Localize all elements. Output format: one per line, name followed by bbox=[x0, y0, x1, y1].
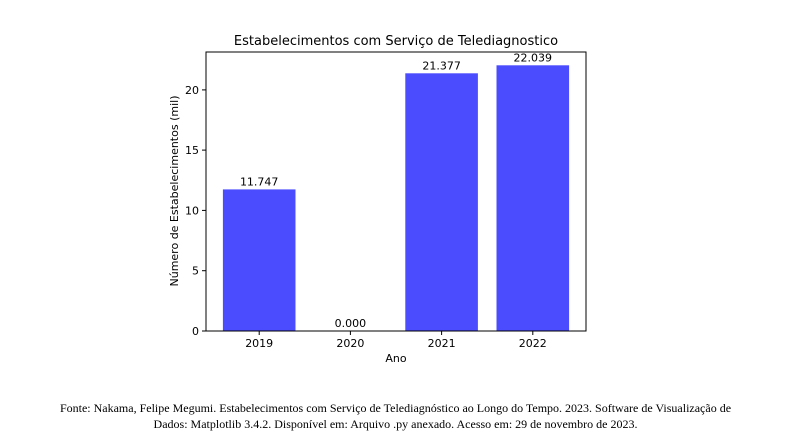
x-axis-label: Ano bbox=[385, 352, 406, 365]
y-tick-label: 5 bbox=[192, 265, 199, 278]
caption-line-1: Fonte: Nakama, Felipe Megumi. Estabeleci… bbox=[59, 401, 732, 415]
bar-chart: Estabelecimentos com Serviço de Telediag… bbox=[168, 34, 587, 365]
caption-line-2: Dados: Matplotlib 3.4.2. Disponível em: … bbox=[153, 417, 638, 431]
y-axis-label: Número de Estabelecimentos (mil) bbox=[168, 96, 181, 287]
plot-frame bbox=[205, 51, 587, 332]
source-caption: Fonte: Nakama, Felipe Megumi. Estabeleci… bbox=[0, 400, 791, 432]
y-tick-label: 0 bbox=[192, 325, 199, 338]
y-tick-label: 15 bbox=[185, 144, 199, 157]
bar-2022 bbox=[496, 65, 570, 332]
bars-layer: 11.747 0.000 21.377 22.039 bbox=[222, 51, 570, 332]
bar-2021 bbox=[405, 73, 478, 332]
x-tick-label: 2022 bbox=[519, 337, 547, 350]
x-tick-label: 2021 bbox=[428, 337, 456, 350]
ticks-layer: 2019 2020 2021 2022 0 5 10 15 20 bbox=[185, 84, 547, 350]
bar-value-label: 11.747 bbox=[240, 175, 279, 188]
bar-value-label: 0.000 bbox=[335, 317, 367, 330]
bar-2019 bbox=[222, 189, 296, 331]
bar-value-label: 22.039 bbox=[514, 51, 553, 64]
x-tick-label: 2019 bbox=[245, 337, 273, 350]
chart-title: Estabelecimentos com Serviço de Telediag… bbox=[234, 34, 558, 49]
x-tick-label: 2020 bbox=[336, 337, 364, 350]
bar-value-label: 21.377 bbox=[422, 59, 461, 72]
y-tick-label: 20 bbox=[185, 84, 199, 97]
y-tick-label: 10 bbox=[185, 204, 199, 217]
